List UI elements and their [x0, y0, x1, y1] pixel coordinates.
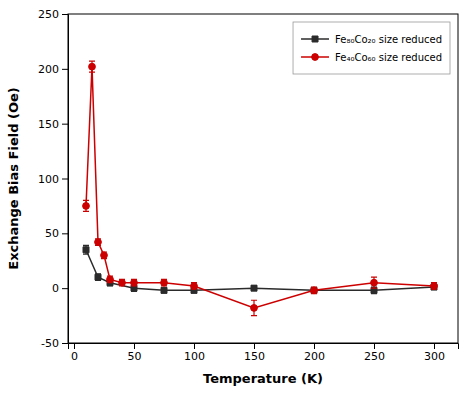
- marker: [431, 283, 438, 290]
- marker: [89, 63, 96, 70]
- tick-label: 0: [52, 282, 59, 295]
- y-axis-title: Exchange Bias Field (Oe): [6, 87, 21, 270]
- plot: 0 50 100 150 200 250 300 -50 0 50 100 150 200 250 Fe₈₀…: [38, 8, 459, 363]
- tick-mark: [374, 343, 375, 349]
- marker: [311, 287, 318, 294]
- tick-mark: [74, 343, 75, 349]
- tick-label: 250: [38, 8, 59, 21]
- marker: [95, 274, 101, 280]
- tick: 200: [304, 343, 325, 363]
- marker: [131, 279, 138, 286]
- tick-label: 50: [128, 350, 142, 363]
- tick-mark: [62, 69, 68, 70]
- tick-mark: [62, 14, 68, 15]
- tick-label: 150: [38, 118, 59, 131]
- error-bar: [83, 245, 89, 254]
- legend-item: Fe₈₀Co₂₀ size reduced: [301, 34, 442, 45]
- marker: [161, 279, 168, 286]
- tick-mark: [62, 343, 68, 344]
- marker: [119, 279, 126, 286]
- marks: [83, 61, 438, 315]
- tick-label: -50: [41, 337, 59, 350]
- tick: 100: [184, 343, 205, 363]
- tick: 250: [38, 8, 68, 21]
- error-bar: [161, 288, 167, 292]
- tick: 50: [128, 343, 142, 363]
- marker: [251, 305, 258, 312]
- marker: [161, 287, 167, 293]
- axis-line: [62, 15, 69, 344]
- series-line: [86, 250, 434, 291]
- tick: 50: [45, 227, 68, 240]
- tick-mark: [194, 343, 195, 349]
- x-axis: 0 50 100 150 200 250 300: [69, 343, 459, 363]
- tick: 150: [244, 343, 265, 363]
- tick-mark: [62, 179, 68, 180]
- tick-mark: [134, 343, 135, 349]
- legend-label: Fe₈₀Co₂₀ size reduced: [335, 34, 442, 45]
- error-bar: [431, 283, 437, 290]
- error-bar: [83, 200, 89, 211]
- series: [83, 61, 438, 315]
- marker: [311, 287, 317, 293]
- marker: [83, 247, 89, 253]
- tick-mark: [62, 288, 68, 289]
- tick: 300: [424, 343, 445, 363]
- legend-marker: [312, 36, 318, 42]
- marker: [371, 279, 378, 286]
- tick: 250: [364, 343, 385, 363]
- error-bar: [101, 252, 107, 259]
- error-bar: [119, 279, 125, 286]
- error-bar: [131, 279, 137, 286]
- tick-mark: [62, 233, 68, 234]
- error-bar: [311, 287, 317, 294]
- marker: [83, 203, 90, 210]
- tick: 0: [71, 343, 78, 363]
- tick: 150: [38, 118, 68, 131]
- error-bar: [371, 277, 377, 288]
- error-bar: [95, 239, 101, 246]
- tick-mark: [62, 124, 68, 125]
- tick-mark: [254, 343, 255, 349]
- tick-mark: [434, 343, 435, 349]
- series-line: [86, 67, 434, 308]
- error-bar: [251, 300, 257, 315]
- error-bar: [251, 286, 257, 290]
- tick-label: 100: [184, 350, 205, 363]
- tick-label: 100: [38, 173, 59, 186]
- marker: [191, 283, 198, 290]
- x-axis-title: Temperature (K): [203, 371, 323, 386]
- error-bar: [191, 283, 197, 290]
- tick-label: 200: [38, 63, 59, 76]
- marker: [101, 252, 108, 259]
- marker: [95, 239, 102, 246]
- legend-label: Fe₄₀Co₆₀ size reduced: [335, 52, 442, 63]
- tick-label: 150: [244, 350, 265, 363]
- tick-label: 50: [45, 227, 59, 240]
- tick-label: 250: [364, 350, 385, 363]
- tick-label: 300: [424, 350, 445, 363]
- error-bar: [107, 276, 113, 283]
- marker: [251, 285, 257, 291]
- tick-mark: [314, 343, 315, 349]
- tick-label: 200: [304, 350, 325, 363]
- tick: 200: [38, 63, 68, 76]
- tick: 0: [52, 282, 68, 295]
- chart: 0 50 100 150 200 250 300 -50 0 50 100 150 200 250 Fe₈₀…: [0, 0, 474, 395]
- legend-marker: [312, 54, 319, 61]
- y-axis: -50 0 50 100 150 200 250: [38, 8, 69, 350]
- tick: 100: [38, 173, 68, 186]
- error-bar: [89, 61, 95, 72]
- axis-line: [69, 344, 459, 350]
- tick: -50: [41, 337, 68, 350]
- legend-box: [293, 22, 450, 74]
- plot-frame: [68, 14, 458, 343]
- error-bar: [95, 274, 101, 281]
- error-bar: [161, 279, 167, 286]
- series: [83, 245, 437, 293]
- legend: Fe₈₀Co₂₀ size reduced Fe₄₀Co₆₀ size reduc…: [293, 22, 450, 74]
- legend-item: Fe₄₀Co₆₀ size reduced: [301, 52, 442, 63]
- tick-label: 0: [71, 350, 78, 363]
- marker: [107, 276, 114, 283]
